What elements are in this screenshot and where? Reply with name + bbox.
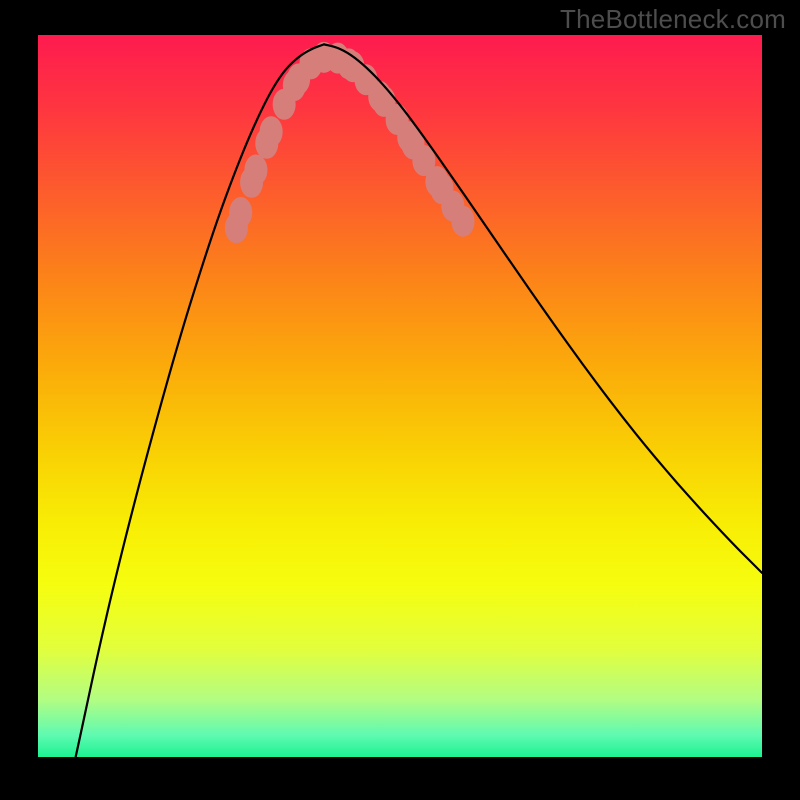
marker-ellipse <box>452 206 474 236</box>
watermark-label: TheBottleneck.com <box>560 4 786 35</box>
chart-svg <box>0 0 800 800</box>
chart-stage: TheBottleneck.com <box>0 0 800 800</box>
marker-ellipse <box>245 155 267 185</box>
marker-ellipse <box>260 117 282 147</box>
marker-ellipse <box>230 198 252 228</box>
